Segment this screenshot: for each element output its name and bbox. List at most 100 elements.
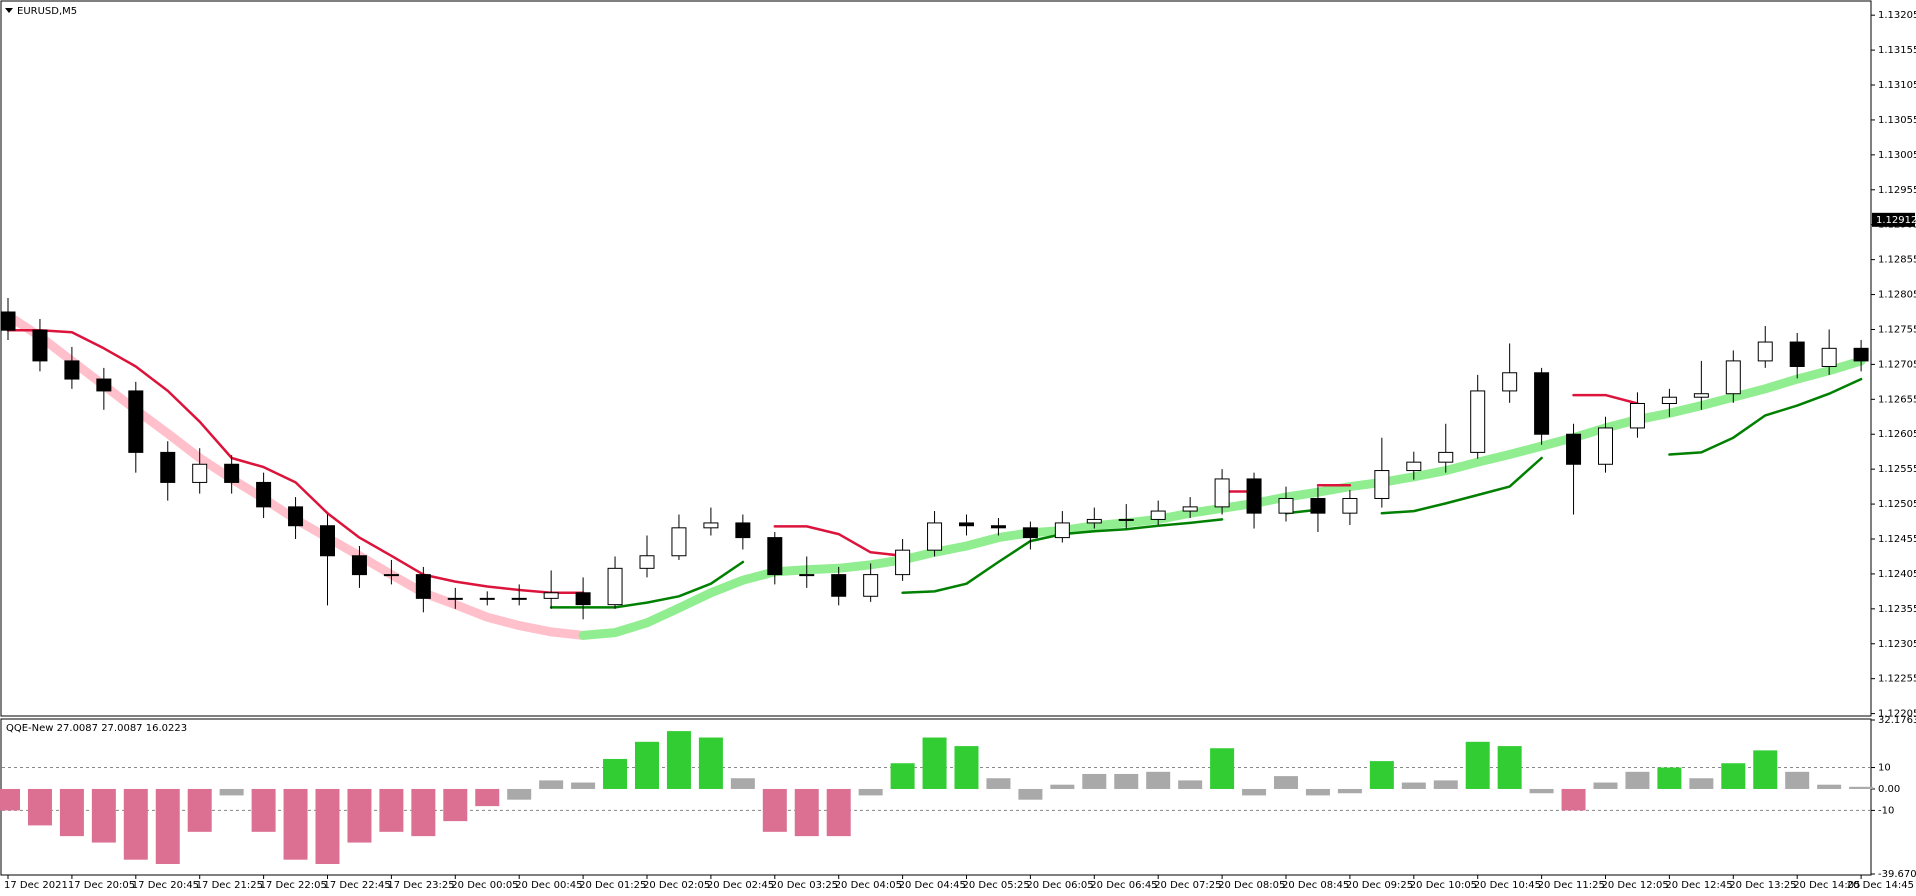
candle-body <box>479 597 495 600</box>
candle-body <box>1853 347 1869 362</box>
histogram-bar <box>0 788 20 811</box>
histogram-bar <box>1178 780 1203 789</box>
candle-body <box>1086 518 1102 524</box>
candle-body <box>895 549 911 576</box>
histogram-bar <box>922 737 947 789</box>
x-tick-label: 17 Dec 20:05 <box>68 880 135 891</box>
histogram-bar <box>635 741 659 789</box>
histogram-bar <box>1114 773 1139 789</box>
candle-body <box>703 522 719 529</box>
candle-body <box>160 451 176 483</box>
x-tick-label: 20 Dec 00:05 <box>451 880 518 891</box>
chart-title: EURUSD,M5 <box>17 6 77 17</box>
candle-body <box>1246 478 1262 514</box>
candle-body <box>1342 497 1358 514</box>
y-tick-label: 1.12405 <box>1878 569 1916 580</box>
histogram-bar <box>1625 771 1650 789</box>
x-tick-label: 17 Dec 20:45 <box>132 880 199 891</box>
x-tick-label: 20 Dec 05:25 <box>963 880 1030 891</box>
histogram-bar <box>826 788 851 837</box>
y-tick-label: 1.13155 <box>1878 45 1916 56</box>
indicator-line <box>6 328 1639 595</box>
histogram-bar <box>1529 788 1554 794</box>
candle-body <box>64 360 80 380</box>
candle-body <box>1214 478 1230 508</box>
histogram-bar <box>1018 788 1043 800</box>
candle-body <box>415 574 431 599</box>
x-tick-label: 17 Dec 23:25 <box>387 880 454 891</box>
histogram-bar <box>730 778 755 789</box>
candle-body <box>1374 470 1390 499</box>
x-tick-label: 20 Dec 04:45 <box>899 880 966 891</box>
histogram-bar <box>315 788 340 864</box>
histogram-bar <box>1369 761 1394 789</box>
x-tick-label: 17 Dec 21:25 <box>196 880 263 891</box>
candle-body <box>607 567 623 606</box>
y-tick-label: 0.00 <box>1878 784 1900 795</box>
y-tick-label: 1.13105 <box>1878 80 1916 91</box>
histogram-bar <box>1082 773 1107 789</box>
histogram-bar <box>1785 771 1810 789</box>
histogram-bar <box>1497 746 1522 789</box>
indicator-title: QQE-New 27.0087 27.0087 16.0223 <box>6 723 187 734</box>
x-tick-label: 20 Dec 11:25 <box>1538 880 1605 891</box>
histogram-bar <box>123 788 148 860</box>
histogram-bar <box>91 788 116 843</box>
x-tick-label: 20 Dec 06:45 <box>1090 880 1157 891</box>
y-tick-label: 10 <box>1878 763 1891 774</box>
candle-body <box>1150 510 1166 520</box>
histogram-bar <box>1465 741 1490 789</box>
x-tick-label: 20 Dec 07:25 <box>1154 880 1221 891</box>
candle-body <box>383 574 399 577</box>
histogram-bar <box>443 788 468 822</box>
y-tick-label: -10 <box>1878 805 1894 816</box>
x-tick-label: 20 Dec 02:45 <box>707 880 774 891</box>
histogram-bar <box>1050 784 1075 789</box>
candle-body <box>1598 427 1613 465</box>
candle-body <box>543 592 559 599</box>
candle-body <box>863 574 879 597</box>
histogram-bar <box>219 788 244 796</box>
y-tick-label: 1.12505 <box>1878 499 1916 510</box>
histogram-bar <box>1689 778 1714 789</box>
candle-body <box>1470 390 1486 453</box>
candle-body <box>0 311 16 331</box>
candle-body <box>1438 451 1454 463</box>
candle-body <box>639 555 655 569</box>
candle-body <box>320 525 335 557</box>
candle-body <box>927 522 943 551</box>
x-tick-label: 20 Dec 14:05 <box>1793 880 1860 891</box>
x-tick-label: 20 Dec 10:45 <box>1474 880 1541 891</box>
y-tick-label: 1.12955 <box>1878 185 1916 196</box>
histogram-bar <box>1849 786 1874 789</box>
x-tick-label: 20 Dec 00:45 <box>515 880 582 891</box>
histogram-bar <box>1657 767 1682 789</box>
candle-body <box>1693 393 1709 398</box>
x-tick-label: 20 Dec 12:05 <box>1602 880 1669 891</box>
x-tick-label: 17 Dec 2021 <box>4 880 68 891</box>
x-tick-label: 20 Dec 08:45 <box>1282 880 1349 891</box>
x-tick-label: 20 Dec 06:05 <box>1026 880 1093 891</box>
candle-body <box>990 525 1006 529</box>
histogram-bar <box>794 788 819 837</box>
histogram-bar <box>1561 788 1586 811</box>
histogram-bar <box>1337 788 1362 794</box>
x-tick-label: 20 Dec 09:25 <box>1346 880 1413 891</box>
candle-body <box>959 522 974 527</box>
candle-body <box>1278 497 1294 514</box>
x-tick-label: 20 Dec 12:45 <box>1665 880 1732 891</box>
last-price-box <box>1872 212 1915 227</box>
candle-body <box>1118 518 1134 521</box>
y-tick-label: 1.12855 <box>1878 255 1916 266</box>
histogram-bar <box>1401 782 1426 789</box>
y-tick-label: 1.13005 <box>1878 150 1916 161</box>
candle-body <box>1821 347 1837 367</box>
histogram-bar <box>1593 782 1618 789</box>
y-tick-label: 1.12355 <box>1878 604 1916 615</box>
x-tick-label: 20 Dec 14:45 <box>1847 880 1914 891</box>
candle-body <box>511 597 527 600</box>
histogram-bar <box>762 788 787 832</box>
symbol-menu-icon[interactable] <box>5 8 13 13</box>
candle-body <box>671 527 687 557</box>
